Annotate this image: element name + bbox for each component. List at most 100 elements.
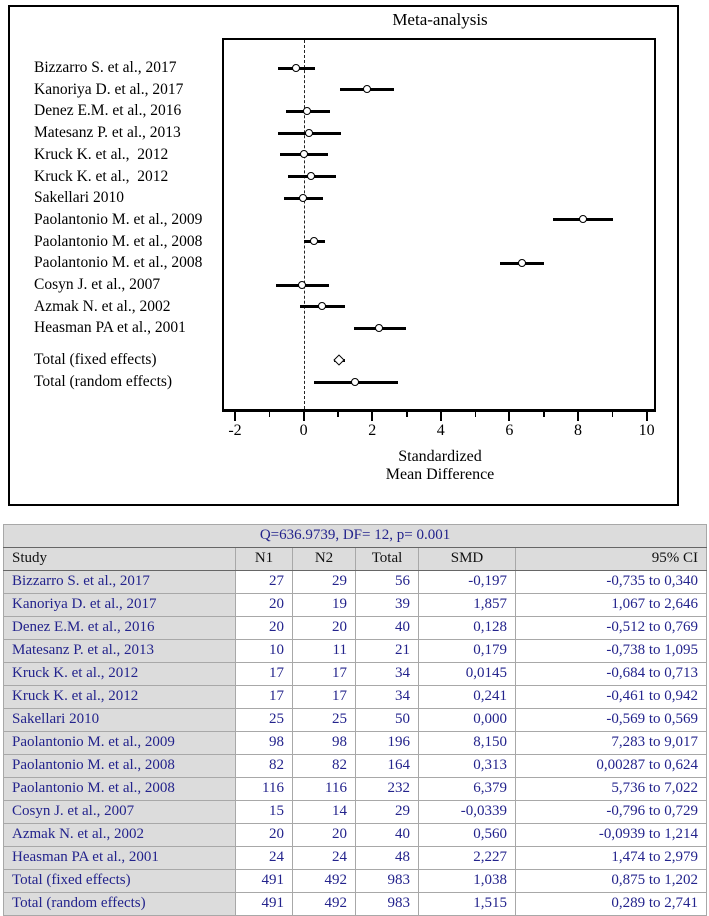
table-row: Kanoriya D. et al., 2017 20 19 39 1,857 1,067… (3, 593, 708, 617)
value-cell: 82 (292, 754, 356, 778)
value-cell: 20 (235, 593, 293, 617)
value-cell: 196 (355, 731, 419, 755)
value-cell: 11 (292, 639, 356, 663)
value-cell: 1,038 (418, 869, 516, 893)
value-cell: 0,289 to 2,741 (514, 892, 708, 916)
value-cell: 6,379 (418, 777, 516, 801)
study-row-label: Azmak N. et al., 2002 (34, 297, 171, 315)
chart-title: Meta-analysis (392, 10, 488, 29)
value-cell: 19 (292, 593, 356, 617)
table-row: Total (random effects) 491 492 983 1,515 0,28… (3, 892, 708, 916)
value-cell: 492 (292, 892, 356, 916)
value-cell: 25 (292, 708, 356, 732)
value-cell: -0,0939 to 1,214 (514, 823, 708, 847)
value-cell: -0,197 (418, 570, 516, 594)
value-cell: -0,0339 (418, 800, 516, 824)
column-header-95-ci: 95% CI (514, 547, 708, 571)
x-axis-minor-tick (611, 412, 614, 417)
point-estimate-circle-marker (309, 237, 318, 246)
table-row: Azmak N. et al., 2002 20 20 40 0,560 -0,0939 … (3, 823, 708, 847)
value-cell: 98 (235, 731, 293, 755)
value-cell: -0,735 to 0,340 (514, 570, 708, 594)
study-cell: Kanoriya D. et al., 2017 (3, 593, 236, 617)
value-cell: 1,857 (418, 593, 516, 617)
value-cell: 491 (235, 869, 293, 893)
study-cell: Total (random effects) (3, 892, 236, 916)
x-axis-tick-label: 0 (299, 422, 308, 439)
point-estimate-circle-marker (307, 172, 316, 180)
value-cell: 24 (292, 846, 356, 870)
point-estimate-circle-marker (517, 258, 526, 267)
x-axis-minor-tick (268, 412, 271, 417)
value-cell: 17 (235, 685, 293, 709)
study-row-label: Kruck K. et al., 2012 (34, 145, 169, 163)
x-axis-tick-label: 8 (574, 422, 582, 439)
zero-reference-line (303, 40, 305, 409)
point-estimate-circle-marker (578, 215, 587, 224)
x-axis-major-tick (371, 412, 374, 421)
x-axis-title-line2: Mean Difference (385, 466, 495, 483)
value-cell: 983 (355, 892, 419, 916)
study-cell: Paolantonio M. et al., 2009 (3, 731, 236, 755)
point-estimate-circle-marker (305, 128, 314, 137)
value-cell: 15 (235, 800, 293, 824)
column-header-n1: N1 (235, 547, 293, 571)
study-row-label: Kruck K. et al., 2012 (34, 167, 169, 185)
study-cell: Heasman PA et al., 2001 (3, 846, 236, 870)
x-axis-major-tick (645, 412, 648, 421)
value-cell: 1,474 to 2,979 (514, 846, 708, 870)
x-axis-tick-label: 10 (638, 422, 655, 439)
value-cell: 0,179 (418, 639, 516, 663)
column-header-total: Total (355, 547, 419, 571)
forest-plot-figure: Meta-analysis Bizzarro S. et al., 2017 Ka… (8, 5, 679, 506)
column-header-n2: N2 (292, 547, 356, 571)
value-cell: 0,313 (418, 754, 516, 778)
study-row-label: Paolantonio M. et al., 2008 (34, 254, 203, 272)
x-axis-tick-label: 4 (436, 422, 445, 439)
study-cell: Paolantonio M. et al., 2008 (3, 754, 236, 778)
value-cell: 29 (292, 570, 356, 594)
value-cell: 0,875 to 1,202 (514, 869, 708, 893)
value-cell: 29 (355, 800, 419, 824)
value-cell: 50 (355, 708, 419, 732)
table-row: Total (fixed effects) 491 492 983 1,038 0,875… (3, 869, 708, 893)
table-row: Sakellari 2010 25 25 50 0,000 -0,569 to 0,569 (3, 708, 708, 732)
value-cell: 2,227 (418, 846, 516, 870)
value-cell: 983 (355, 869, 419, 893)
value-cell: 0,00287 to 0,624 (514, 754, 708, 778)
value-cell: 1,067 to 2,646 (514, 593, 708, 617)
study-cell: Paolantonio M. et al., 2008 (3, 777, 236, 801)
x-axis-minor-tick (337, 412, 339, 417)
point-estimate-circle-marker (303, 106, 312, 115)
study-cell: Kruck K. et al., 2012 (3, 662, 236, 686)
study-cell: Cosyn J. et al., 2007 (3, 800, 236, 824)
study-cell: Kruck K. et al., 2012 (3, 685, 236, 709)
table-row: Heasman PA et al., 2001 24 24 48 2,227 1,474 … (3, 846, 708, 870)
study-cell: Matesanz P. et al., 2013 (3, 639, 236, 663)
value-cell: 82 (235, 754, 293, 778)
value-cell: 27 (235, 570, 293, 594)
value-cell: 20 (235, 616, 293, 640)
value-cell: 25 (235, 708, 293, 732)
study-row-label: Heasman PA et al., 2001 (34, 319, 186, 337)
study-cell: Sakellari 2010 (3, 708, 236, 732)
table-row: Kruck K. et al., 2012 17 17 34 0,0145 -0,684 … (3, 662, 708, 686)
study-row-label: Denez E.M. et al., 2016 (34, 102, 182, 120)
x-axis-major-tick (234, 412, 236, 421)
value-cell: 0,128 (418, 616, 516, 640)
value-cell: -0,684 to 0,713 (514, 662, 708, 686)
x-axis-minor-tick (543, 412, 545, 417)
x-axis-minor-tick (474, 412, 477, 417)
value-cell: 0,241 (418, 685, 516, 709)
value-cell: 164 (355, 754, 419, 778)
column-header-study: Study (3, 547, 236, 571)
heterogeneity-stats: Q=636.9739, DF= 12, p= 0.001 (2, 524, 708, 548)
value-cell: 17 (292, 662, 356, 686)
value-cell: 98 (292, 731, 356, 755)
value-cell: 34 (355, 662, 419, 686)
study-cell: Denez E.M. et al., 2016 (3, 616, 236, 640)
value-cell: 491 (235, 892, 293, 916)
value-cell: 5,736 to 7,022 (514, 777, 708, 801)
value-cell: 0,560 (418, 823, 516, 847)
point-estimate-circle-marker (318, 302, 327, 311)
